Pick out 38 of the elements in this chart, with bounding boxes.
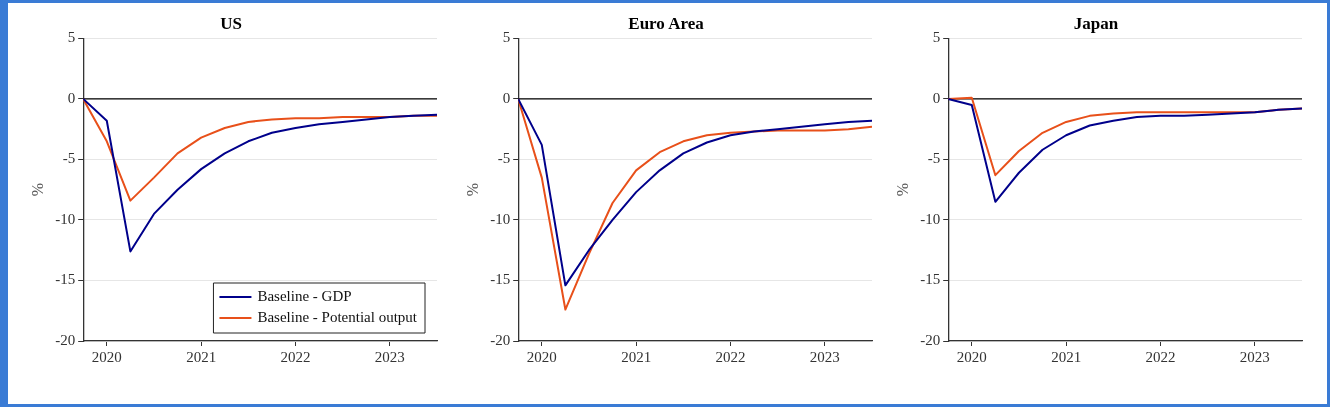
y-tick-label: -15: [490, 271, 511, 288]
y-tick-label: -20: [920, 331, 941, 348]
y-tick-label: 5: [67, 29, 76, 46]
x-tick-label: 2022: [715, 348, 746, 365]
y-tick-label: -20: [55, 331, 76, 348]
x-tick-label: 2020: [91, 348, 122, 365]
x-tick-label: 2023: [374, 348, 405, 365]
y-axis-title: %: [463, 183, 481, 197]
y-tick-label: -5: [927, 150, 941, 167]
x-tick-label: 2021: [621, 348, 652, 365]
x-tick-label: 2021: [1051, 348, 1082, 365]
y-tick-label: -5: [497, 150, 511, 167]
y-tick-label: -15: [55, 271, 76, 288]
x-tick-label: 2021: [186, 348, 217, 365]
chart-title: US: [220, 13, 242, 33]
y-tick-label: 0: [932, 89, 941, 106]
x-tick-label: 2023: [1239, 348, 1270, 365]
x-tick-label: 2020: [956, 348, 987, 365]
chart-title: Euro Area: [628, 13, 705, 33]
y-tick-label: 5: [932, 29, 941, 46]
y-axis-title: %: [28, 183, 46, 197]
y-tick-label: -10: [55, 210, 76, 227]
y-tick-label: -10: [490, 210, 511, 227]
y-tick-label: 0: [502, 89, 511, 106]
x-tick-label: 2022: [280, 348, 311, 365]
y-axis-title: %: [893, 183, 911, 197]
y-tick-label: -5: [62, 150, 76, 167]
x-tick-label: 2023: [809, 348, 840, 365]
y-tick-label: -10: [920, 210, 941, 227]
x-tick-label: 2020: [526, 348, 557, 365]
chart-title: Japan: [1073, 13, 1119, 33]
y-tick-label: -15: [920, 271, 941, 288]
legend-label: Baseline - Potential output: [257, 308, 418, 325]
y-tick-label: -20: [490, 331, 511, 348]
x-tick-label: 2022: [1145, 348, 1176, 365]
y-tick-label: 0: [67, 89, 76, 106]
y-tick-label: 5: [502, 29, 511, 46]
legend-label: Baseline - GDP: [257, 287, 352, 304]
